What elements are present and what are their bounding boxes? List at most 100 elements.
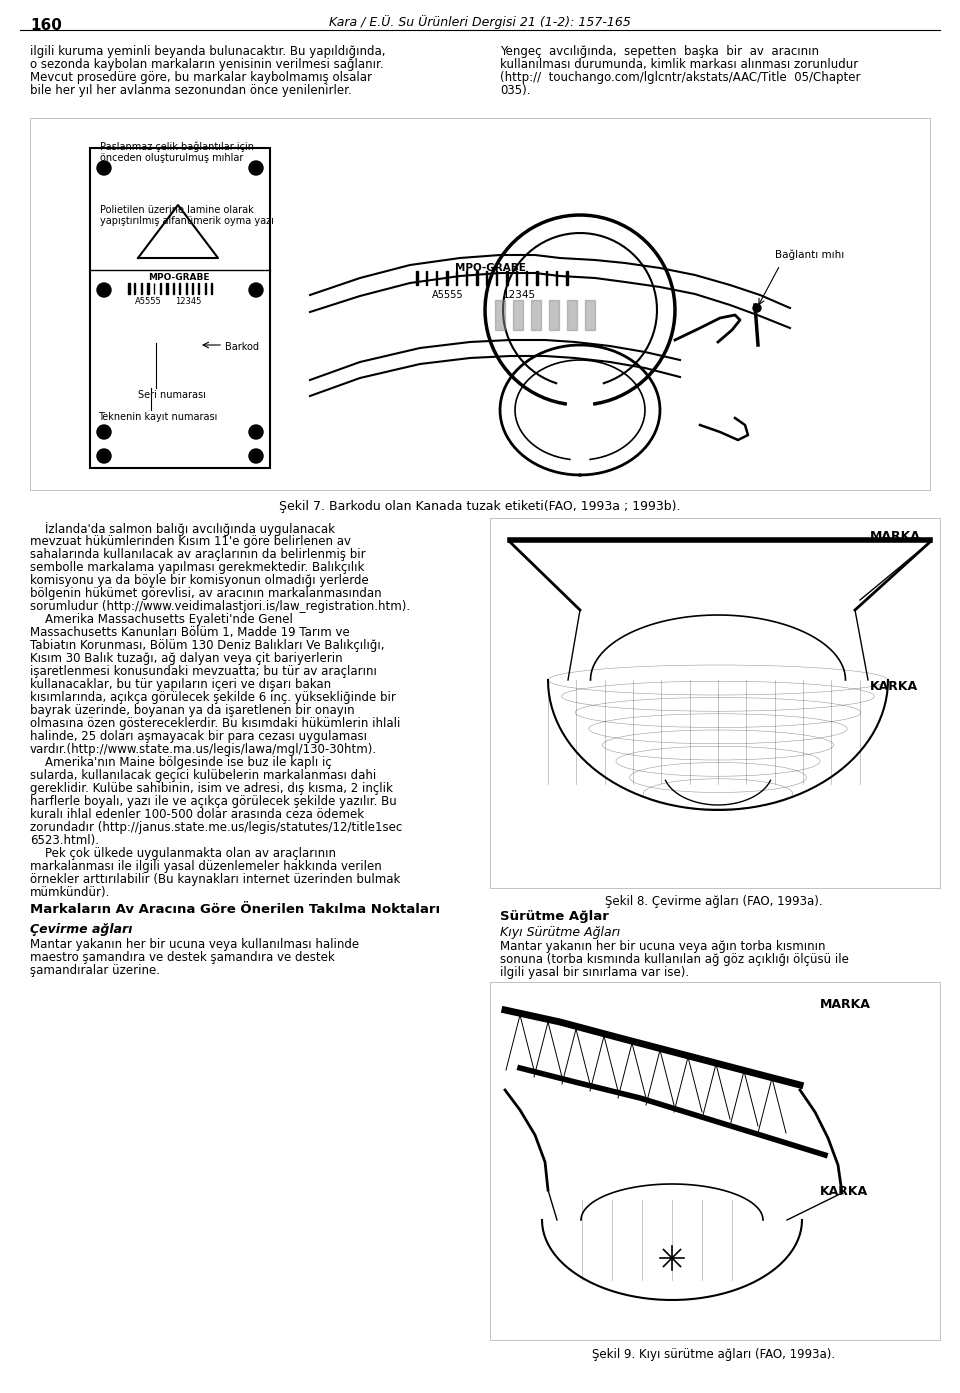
Bar bbox=[490, 982, 940, 1340]
Bar bbox=[566, 272, 567, 286]
Text: mümkündür).: mümkündür). bbox=[30, 886, 110, 898]
Text: Massachusetts Kanunları Bölüm 1, Madde 19 Tarım ve: Massachusetts Kanunları Bölüm 1, Madde 1… bbox=[30, 625, 349, 639]
Bar bbox=[128, 283, 130, 294]
Text: önceden oluşturulmuş mıhlar: önceden oluşturulmuş mıhlar bbox=[100, 153, 244, 163]
Bar bbox=[585, 299, 595, 330]
Text: vardır.(http://www.state.ma.us/legis/lawa/mgl/130-30htm).: vardır.(http://www.state.ma.us/legis/law… bbox=[30, 742, 377, 756]
Circle shape bbox=[97, 162, 111, 176]
Circle shape bbox=[753, 304, 761, 312]
Text: Amerika Massachusetts Eyaleti'nde Genel: Amerika Massachusetts Eyaleti'nde Genel bbox=[30, 613, 293, 625]
Bar bbox=[513, 299, 523, 330]
Bar bbox=[147, 283, 149, 294]
Text: bölgenin hükümet görevlisi, av aracının markalanmasından: bölgenin hükümet görevlisi, av aracının … bbox=[30, 586, 382, 600]
Text: sularda, kullanılacak geçici kulübelerin markalanması dahi: sularda, kullanılacak geçici kulübelerin… bbox=[30, 769, 376, 781]
Text: KARKA: KARKA bbox=[820, 1185, 868, 1198]
Circle shape bbox=[97, 449, 111, 462]
Text: halinde, 25 doları aşmayacak bir para cezası uygulaması: halinde, 25 doları aşmayacak bir para ce… bbox=[30, 730, 367, 742]
Text: sembolle markalama yapılması gerekmektedir. Balıkçılık: sembolle markalama yapılması gerekmekted… bbox=[30, 561, 365, 574]
Text: Şekil 8. Çevirme ağları (FAO, 1993a).: Şekil 8. Çevirme ağları (FAO, 1993a). bbox=[605, 894, 823, 908]
Text: Seri numarası: Seri numarası bbox=[138, 390, 205, 400]
Text: Mantar yakanın her bir ucuna veya ağın torba kısmının: Mantar yakanın her bir ucuna veya ağın t… bbox=[500, 940, 826, 953]
Text: MPO-GRABE: MPO-GRABE bbox=[455, 263, 526, 273]
Text: Şekil 7. Barkodu olan Kanada tuzak etiketi(FAO, 1993a ; 1993b).: Şekil 7. Barkodu olan Kanada tuzak etike… bbox=[279, 500, 681, 513]
Text: A5555: A5555 bbox=[135, 297, 161, 306]
Bar bbox=[416, 272, 418, 286]
Text: şamandıralar üzerine.: şamandıralar üzerine. bbox=[30, 964, 160, 976]
Text: Markaların Av Aracına Göre Önerilen Takılma Noktaları: Markaların Av Aracına Göre Önerilen Takı… bbox=[30, 903, 440, 917]
Circle shape bbox=[249, 283, 263, 297]
Text: olmasına özen göstereceklerdir. Bu kısımdaki hükümlerin ihlali: olmasına özen göstereceklerdir. Bu kısım… bbox=[30, 717, 400, 730]
Text: Teknenin kayıt numarası: Teknenin kayıt numarası bbox=[98, 412, 217, 422]
Text: zorundadır (http://janus.state.me.us/legis/statutes/12/title1sec: zorundadır (http://janus.state.me.us/leg… bbox=[30, 820, 402, 834]
Circle shape bbox=[249, 449, 263, 462]
Text: 12345: 12345 bbox=[175, 297, 202, 306]
Bar bbox=[549, 299, 559, 330]
Text: komisyonu ya da böyle bir komisyonun olmadığı yerlerde: komisyonu ya da böyle bir komisyonun olm… bbox=[30, 574, 369, 586]
Text: MARKA: MARKA bbox=[820, 997, 871, 1011]
Bar bbox=[476, 272, 478, 286]
Text: Bağlantı mıhı: Bağlantı mıhı bbox=[775, 249, 844, 260]
Text: bayrak üzerinde, boyanan ya da işaretlenen bir onayın: bayrak üzerinde, boyanan ya da işaretlen… bbox=[30, 703, 354, 717]
Text: yapıştırılmış alfanümerik oyma yazı: yapıştırılmış alfanümerik oyma yazı bbox=[100, 216, 274, 226]
Bar bbox=[490, 518, 940, 887]
Text: Yengeç  avcılığında,  sepetten  başka  bir  av  aracının: Yengeç avcılığında, sepetten başka bir a… bbox=[500, 45, 819, 59]
Bar bbox=[185, 283, 187, 294]
Bar bbox=[495, 299, 505, 330]
Text: 160: 160 bbox=[30, 18, 61, 33]
Text: ilgili yasal bir sınırlama var ise).: ilgili yasal bir sınırlama var ise). bbox=[500, 965, 689, 979]
Text: işaretlenmesi konusundaki mevzuatta; bu tür av araçlarını: işaretlenmesi konusundaki mevzuatta; bu … bbox=[30, 664, 377, 678]
Text: Barkod: Barkod bbox=[225, 343, 259, 352]
Circle shape bbox=[249, 425, 263, 439]
Text: Şekil 9. Kıyı sürütme ağları (FAO, 1993a).: Şekil 9. Kıyı sürütme ağları (FAO, 1993a… bbox=[592, 1348, 835, 1361]
Text: 12345: 12345 bbox=[503, 290, 536, 299]
Bar bbox=[506, 272, 508, 286]
Text: MPO-GRABE: MPO-GRABE bbox=[148, 273, 209, 281]
Bar bbox=[204, 283, 206, 294]
Text: sonuna (torba kısmında kullanılan ağ göz açıklığı ölçüsü ile: sonuna (torba kısmında kullanılan ağ göz… bbox=[500, 953, 849, 965]
Text: A5555: A5555 bbox=[432, 290, 464, 299]
Text: Mevcut prosedüre göre, bu markalar kaybolmamış olsalar: Mevcut prosedüre göre, bu markalar kaybo… bbox=[30, 71, 372, 84]
Bar bbox=[166, 283, 168, 294]
Text: 035).: 035). bbox=[500, 84, 531, 98]
Text: Kıyı Sürütme Ağları: Kıyı Sürütme Ağları bbox=[500, 926, 620, 939]
Text: kısımlarında, açıkça görülecek şekilde 6 inç. yüksekliğinde bir: kısımlarında, açıkça görülecek şekilde 6… bbox=[30, 691, 396, 703]
Bar bbox=[567, 299, 577, 330]
Text: gereklidir. Kulübe sahibinin, isim ve adresi, dış kısma, 2 inçlik: gereklidir. Kulübe sahibinin, isim ve ad… bbox=[30, 781, 393, 795]
Text: harflerle boyalı, yazı ile ve açıkça görülecek şekilde yazılır. Bu: harflerle boyalı, yazı ile ve açıkça gör… bbox=[30, 795, 396, 808]
Text: Sürütme Ağlar: Sürütme Ağlar bbox=[500, 910, 609, 924]
Text: Mantar yakanın her bir ucuna veya kullanılması halinde: Mantar yakanın her bir ucuna veya kullan… bbox=[30, 937, 359, 951]
Text: KARKA: KARKA bbox=[870, 680, 918, 692]
Bar bbox=[446, 272, 447, 286]
Text: Kısım 30 Balık tuzağı, ağ dalyan veya çit bariyerlerin: Kısım 30 Balık tuzağı, ağ dalyan veya çi… bbox=[30, 652, 343, 664]
Text: MARKA: MARKA bbox=[870, 529, 921, 543]
Text: mevzuat hükümlerinden Kısım 11'e göre belirlenen av: mevzuat hükümlerinden Kısım 11'e göre be… bbox=[30, 535, 351, 547]
Bar bbox=[536, 272, 538, 286]
Text: 6523.html).: 6523.html). bbox=[30, 834, 99, 847]
Text: bile her yıl her avlanma sezonundan önce yenilenirler.: bile her yıl her avlanma sezonundan önce… bbox=[30, 84, 351, 98]
Text: kuralı ihlal edenler 100-500 dolar arasında ceza ödemek: kuralı ihlal edenler 100-500 dolar arası… bbox=[30, 808, 364, 820]
Text: Kara / E.Ü. Su Ürünleri Dergisi 21 (1-2): 157-165: Kara / E.Ü. Su Ürünleri Dergisi 21 (1-2)… bbox=[329, 15, 631, 29]
Text: kullanacaklar, bu tür yapıların içeri ve dışarı bakan: kullanacaklar, bu tür yapıların içeri ve… bbox=[30, 678, 331, 691]
Bar bbox=[531, 299, 541, 330]
Text: Amerika'nın Maine bölgesinde ise buz ile kaplı iç: Amerika'nın Maine bölgesinde ise buz ile… bbox=[30, 756, 332, 769]
Text: markalanması ile ilgili yasal düzenlemeler hakkında verilen: markalanması ile ilgili yasal düzenlemel… bbox=[30, 859, 382, 873]
Text: örnekler arttırılabilir (Bu kaynakları internet üzerinden bulmak: örnekler arttırılabilir (Bu kaynakları i… bbox=[30, 873, 400, 886]
Text: Pek çok ülkede uygulanmakta olan av araçlarının: Pek çok ülkede uygulanmakta olan av araç… bbox=[30, 847, 336, 859]
Text: sahalarında kullanılacak av araçlarının da belirlenmiş bir: sahalarında kullanılacak av araçlarının … bbox=[30, 547, 366, 561]
Text: kullanılması durumunda, kimlik markası alınması zorunludur: kullanılması durumunda, kimlik markası a… bbox=[500, 59, 858, 71]
Text: İzlanda'da salmon balığı avcılığında uygulanacak: İzlanda'da salmon balığı avcılığında uyg… bbox=[30, 522, 335, 536]
Circle shape bbox=[249, 162, 263, 176]
Circle shape bbox=[97, 425, 111, 439]
Text: Paslanmaz çelik bağlantılar için: Paslanmaz çelik bağlantılar için bbox=[100, 142, 254, 152]
Text: Tabiatın Korunması, Bölüm 130 Deniz Balıkları Ve Balıkçılığı,: Tabiatın Korunması, Bölüm 130 Deniz Balı… bbox=[30, 639, 385, 652]
Text: Polietilen üzerine lamine olarak: Polietilen üzerine lamine olarak bbox=[100, 205, 253, 215]
Text: o sezonda kaybolan markaların yenisinin verilmesi sağlanır.: o sezonda kaybolan markaların yenisinin … bbox=[30, 59, 384, 71]
Text: ilgili kuruma yeminli beyanda bulunacaktır. Bu yapıldığında,: ilgili kuruma yeminli beyanda bulunacakt… bbox=[30, 45, 386, 59]
Text: (http://  touchango.com/lglcntr/akstats/AAC/Title  05/Chapter: (http:// touchango.com/lglcntr/akstats/A… bbox=[500, 71, 860, 84]
Bar bbox=[30, 118, 930, 490]
Text: maestro şamandıra ve destek şamandıra ve destek: maestro şamandıra ve destek şamandıra ve… bbox=[30, 951, 335, 964]
Text: sorumludur (http://www.veidimalastjori.is/law_registration.htm).: sorumludur (http://www.veidimalastjori.i… bbox=[30, 600, 410, 613]
Bar bbox=[90, 148, 270, 468]
Circle shape bbox=[97, 283, 111, 297]
Text: Çevirme ağları: Çevirme ağları bbox=[30, 924, 132, 936]
